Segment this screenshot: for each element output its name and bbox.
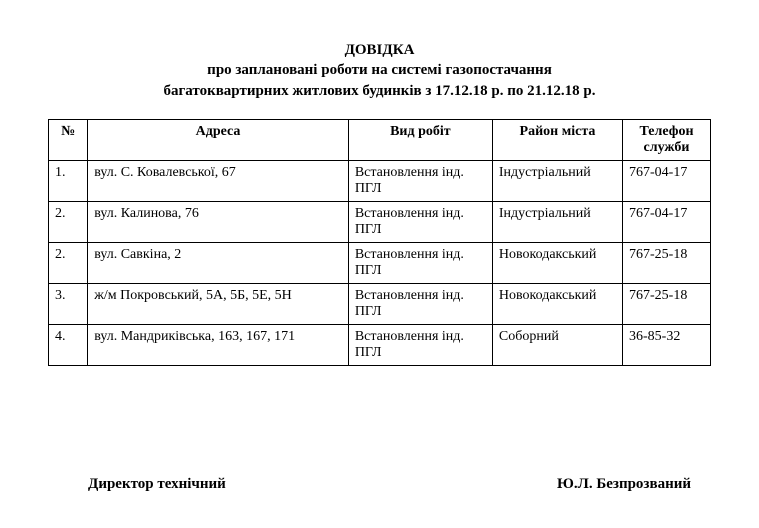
title-line-2: про заплановані роботи на системі газопо… <box>48 60 711 80</box>
table-row: 2. вул. Калинова, 76 Встановлення інд. П… <box>49 201 711 242</box>
header-address: Адреса <box>88 119 349 160</box>
table-body: 1. вул. С. Ковалевської, 67 Встановлення… <box>49 160 711 365</box>
header-district: Район міста <box>492 119 622 160</box>
signature-name: Ю.Л. Безпрозваний <box>557 476 691 493</box>
works-table: № Адреса Вид робіт Район міста Телефон с… <box>48 119 711 366</box>
cell-num: 4. <box>49 324 88 365</box>
document-page: ДОВІДКА про заплановані роботи на систем… <box>0 0 759 513</box>
cell-phone: 767-04-17 <box>623 160 711 201</box>
cell-work: Встановлення інд. ПГЛ <box>348 283 492 324</box>
table-row: 2. вул. Савкіна, 2 Встановлення інд. ПГЛ… <box>49 242 711 283</box>
table-header-row: № Адреса Вид робіт Район міста Телефон с… <box>49 119 711 160</box>
cell-work: Встановлення інд. ПГЛ <box>348 160 492 201</box>
signature-row: Директор технічний Ю.Л. Безпрозваний <box>48 476 711 493</box>
header-num: № <box>49 119 88 160</box>
cell-district: Індустріальний <box>492 160 622 201</box>
table-row: 3. ж/м Покровський, 5А, 5Б, 5Е, 5Н Встан… <box>49 283 711 324</box>
cell-district: Новокодакський <box>492 283 622 324</box>
cell-phone: 767-25-18 <box>623 283 711 324</box>
cell-phone: 767-25-18 <box>623 242 711 283</box>
table-row: 4. вул. Мандриківська, 163, 167, 171 Вст… <box>49 324 711 365</box>
cell-work: Встановлення інд. ПГЛ <box>348 242 492 283</box>
cell-work: Встановлення інд. ПГЛ <box>348 201 492 242</box>
signature-title: Директор технічний <box>88 476 226 493</box>
title-line-3: багатоквартирних житлових будинків з 17.… <box>48 81 711 101</box>
cell-address: вул. С. Ковалевської, 67 <box>88 160 349 201</box>
cell-num: 1. <box>49 160 88 201</box>
title-line-1: ДОВІДКА <box>48 40 711 60</box>
cell-district: Соборний <box>492 324 622 365</box>
title-block: ДОВІДКА про заплановані роботи на систем… <box>48 40 711 101</box>
cell-address: вул. Калинова, 76 <box>88 201 349 242</box>
cell-district: Новокодакський <box>492 242 622 283</box>
cell-address: ж/м Покровський, 5А, 5Б, 5Е, 5Н <box>88 283 349 324</box>
cell-num: 3. <box>49 283 88 324</box>
cell-address: вул. Мандриківська, 163, 167, 171 <box>88 324 349 365</box>
header-work: Вид робіт <box>348 119 492 160</box>
cell-num: 2. <box>49 201 88 242</box>
cell-district: Індустріальний <box>492 201 622 242</box>
cell-num: 2. <box>49 242 88 283</box>
cell-work: Встановлення інд. ПГЛ <box>348 324 492 365</box>
table-row: 1. вул. С. Ковалевської, 67 Встановлення… <box>49 160 711 201</box>
cell-phone: 767-04-17 <box>623 201 711 242</box>
header-phone: Телефон служби <box>623 119 711 160</box>
cell-address: вул. Савкіна, 2 <box>88 242 349 283</box>
cell-phone: 36-85-32 <box>623 324 711 365</box>
